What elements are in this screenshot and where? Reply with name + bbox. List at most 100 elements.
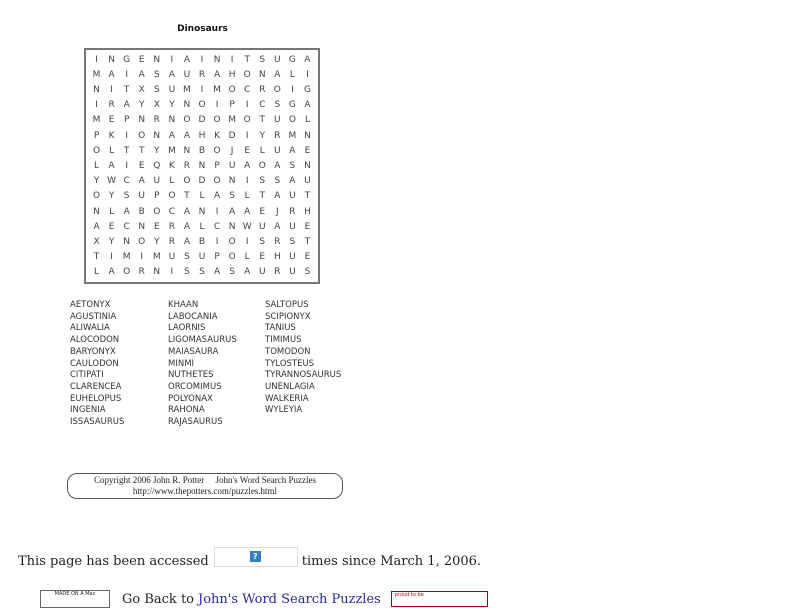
grid-cell: R [289,206,296,217]
grid-cell: U [258,221,266,232]
grid-cell: N [183,145,191,156]
grid-cell: I [215,236,219,247]
grid-cell: L [94,267,100,278]
word-item: TOMODON [265,346,311,357]
grid-cell: H [273,252,281,263]
grid-cell: O [258,160,266,171]
grid-cell: J [276,206,279,217]
grid-cell: G [288,100,296,111]
word-item: RAJASAURUS [168,417,223,428]
grid-cell: P [123,115,130,126]
grid-cell: N [108,54,115,65]
grid-cell: I [200,54,204,65]
grid-cell: H [304,206,311,217]
word-item: TANIUS [265,323,296,334]
word-item: TIMIMUS [265,335,302,346]
grid-cell: N [153,54,161,65]
grid-cell: T [304,191,311,202]
grid-cell: B [198,236,206,247]
grid-cell: A [168,69,175,80]
grid-cell: A [304,100,311,111]
grid-cell: N [258,69,266,80]
grid-cell: N [93,206,100,217]
word-item: ISSASAURUS [70,417,125,428]
grid-cell: S [229,191,235,202]
grid-cell: P [154,191,160,202]
grid-cell: S [153,69,160,80]
word-search-puzzles-link[interactable]: John's Word Search Puzzles [198,591,381,607]
grid-cell: U [168,84,176,95]
word-item: POLYONAX [168,393,213,404]
grid-cell: W [242,221,252,232]
grid-cell: R [183,160,191,171]
grid-cell: O [213,115,221,126]
word-item: ALIWALIA [70,323,110,334]
grid-cell: M [92,115,101,126]
grid-cell: N [213,54,221,65]
grid-cell: N [138,221,146,232]
grid-cell: A [213,69,221,80]
grid-cell: N [153,267,161,278]
grid-cell: S [123,191,130,202]
word-item: WALKERIA [265,393,309,404]
word-item: LAORNIS [168,323,206,334]
access-text-after: times since March 1, 2006. [301,553,482,569]
grid-cell: I [125,130,128,141]
grid-cell: A [123,206,130,217]
grid-cell: U [228,160,236,171]
grid-cell: A [138,69,145,80]
grid-cell: Y [138,100,145,111]
grid-cell: A [183,54,190,65]
grid-cell: U [274,115,281,126]
grid-cell: I [230,54,234,65]
grid-cell: A [213,267,221,278]
grid-cell: D [228,130,236,141]
grid-cell: Y [108,191,115,202]
grid-cell: L [289,69,295,80]
grid-cell: E [153,221,160,232]
grid-cell: T [259,115,266,126]
word-item: WYLEYIA [265,405,303,416]
made-on-mac-badge[interactable]: MADE ON A Mac [40,590,110,608]
grid-cell: U [289,267,296,278]
grid-cell: U [183,69,191,80]
grid-cell: D [198,176,206,187]
grid-cell: R [168,236,175,247]
grid-cell: P [93,130,100,141]
grid-cell: O [92,145,101,156]
grid-cell: U [274,145,281,156]
grid-cell: C [123,176,130,187]
grid-cell: C [168,206,175,217]
grid-cell: Y [154,236,160,247]
grid-cell: T [304,236,311,247]
grid-cell: C [213,221,221,232]
word-item: TYLOSTEUS [265,358,315,369]
grid-cell: S [289,160,296,171]
access-counter-line: This page has been accessed ? times sinc… [18,547,482,571]
grid-cell: M [213,84,221,95]
grid-cell: S [289,236,296,247]
grid-cell: K [168,160,175,171]
word-item: KHAAN [168,300,199,310]
grid-cell: L [259,145,265,156]
grid-cell: L [169,176,175,187]
grid-cell: E [304,221,311,232]
grid-cell: A [274,221,281,232]
grid-cell: L [244,191,250,202]
grid-cell: T [93,252,100,263]
proud-badge[interactable]: proud to be [390,591,488,607]
grid-cell: G [288,54,296,65]
grid-cell: S [304,267,311,278]
go-back-text: Go Back to [122,591,194,607]
grid-cell: N [93,84,100,95]
grid-cell: M [288,130,297,141]
grid-cell: N [168,115,176,126]
grid-cell: A [213,191,221,202]
grid-cell: M [92,69,101,80]
word-list-col-2: KHAAN LABOCANIA LAORNIS LIGOMASAURUS MAIASAU… [168,300,237,429]
grid-cell: K [108,130,115,141]
grid-cell: A [289,145,296,156]
grid-cell: B [138,206,145,217]
grid-cell: O [123,267,131,278]
